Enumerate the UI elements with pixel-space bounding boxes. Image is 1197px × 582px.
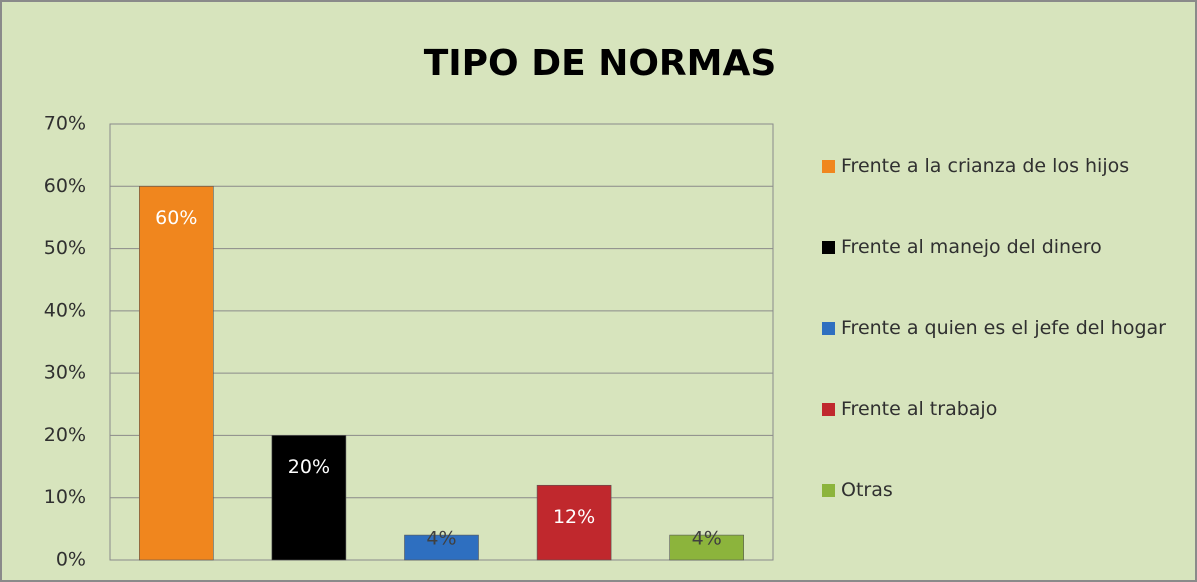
y-tick-label: 60%: [44, 175, 86, 197]
y-tick-label: 10%: [44, 486, 86, 508]
legend-entry: Frente al trabajo: [822, 394, 1172, 424]
legend-swatch: [822, 322, 835, 335]
y-tick-label: 70%: [44, 113, 86, 135]
legend-label: Frente al trabajo: [841, 398, 998, 420]
legend-swatch: [822, 241, 835, 254]
y-tick-label: 0%: [56, 549, 86, 571]
y-tick-label: 30%: [44, 362, 86, 384]
legend-swatch: [822, 160, 835, 173]
bar: [404, 534, 479, 561]
bar: [536, 484, 612, 561]
bar: [139, 185, 214, 561]
legend-entry: Otras: [822, 475, 1172, 505]
y-tick-label: 20%: [44, 424, 86, 446]
legend-label: Frente al manejo del dinero: [841, 236, 1102, 258]
value-label: 4%: [692, 528, 722, 550]
value-label: 12%: [553, 506, 595, 528]
legend-label: Otras: [841, 479, 893, 501]
legend-label: Frente a quien es el jefe del hogar: [841, 317, 1166, 339]
bar: [669, 534, 745, 561]
legend-swatch: [822, 484, 835, 497]
bar: [271, 435, 347, 561]
value-label: 60%: [155, 207, 197, 229]
chart-title: TIPO DE NORMAS: [424, 43, 777, 84]
legend-swatch: [822, 403, 835, 416]
y-tick-label: 50%: [44, 237, 86, 259]
value-label: 4%: [426, 528, 456, 550]
legend-entry: Frente a la crianza de los hijos: [822, 151, 1172, 181]
y-tick-label: 40%: [44, 299, 86, 321]
legend-entry: Frente al manejo del dinero: [822, 232, 1172, 262]
value-label: 20%: [288, 456, 330, 478]
legend-label: Frente a la crianza de los hijos: [841, 155, 1130, 177]
legend-entry: Frente a quien es el jefe del hogar: [822, 313, 1172, 343]
